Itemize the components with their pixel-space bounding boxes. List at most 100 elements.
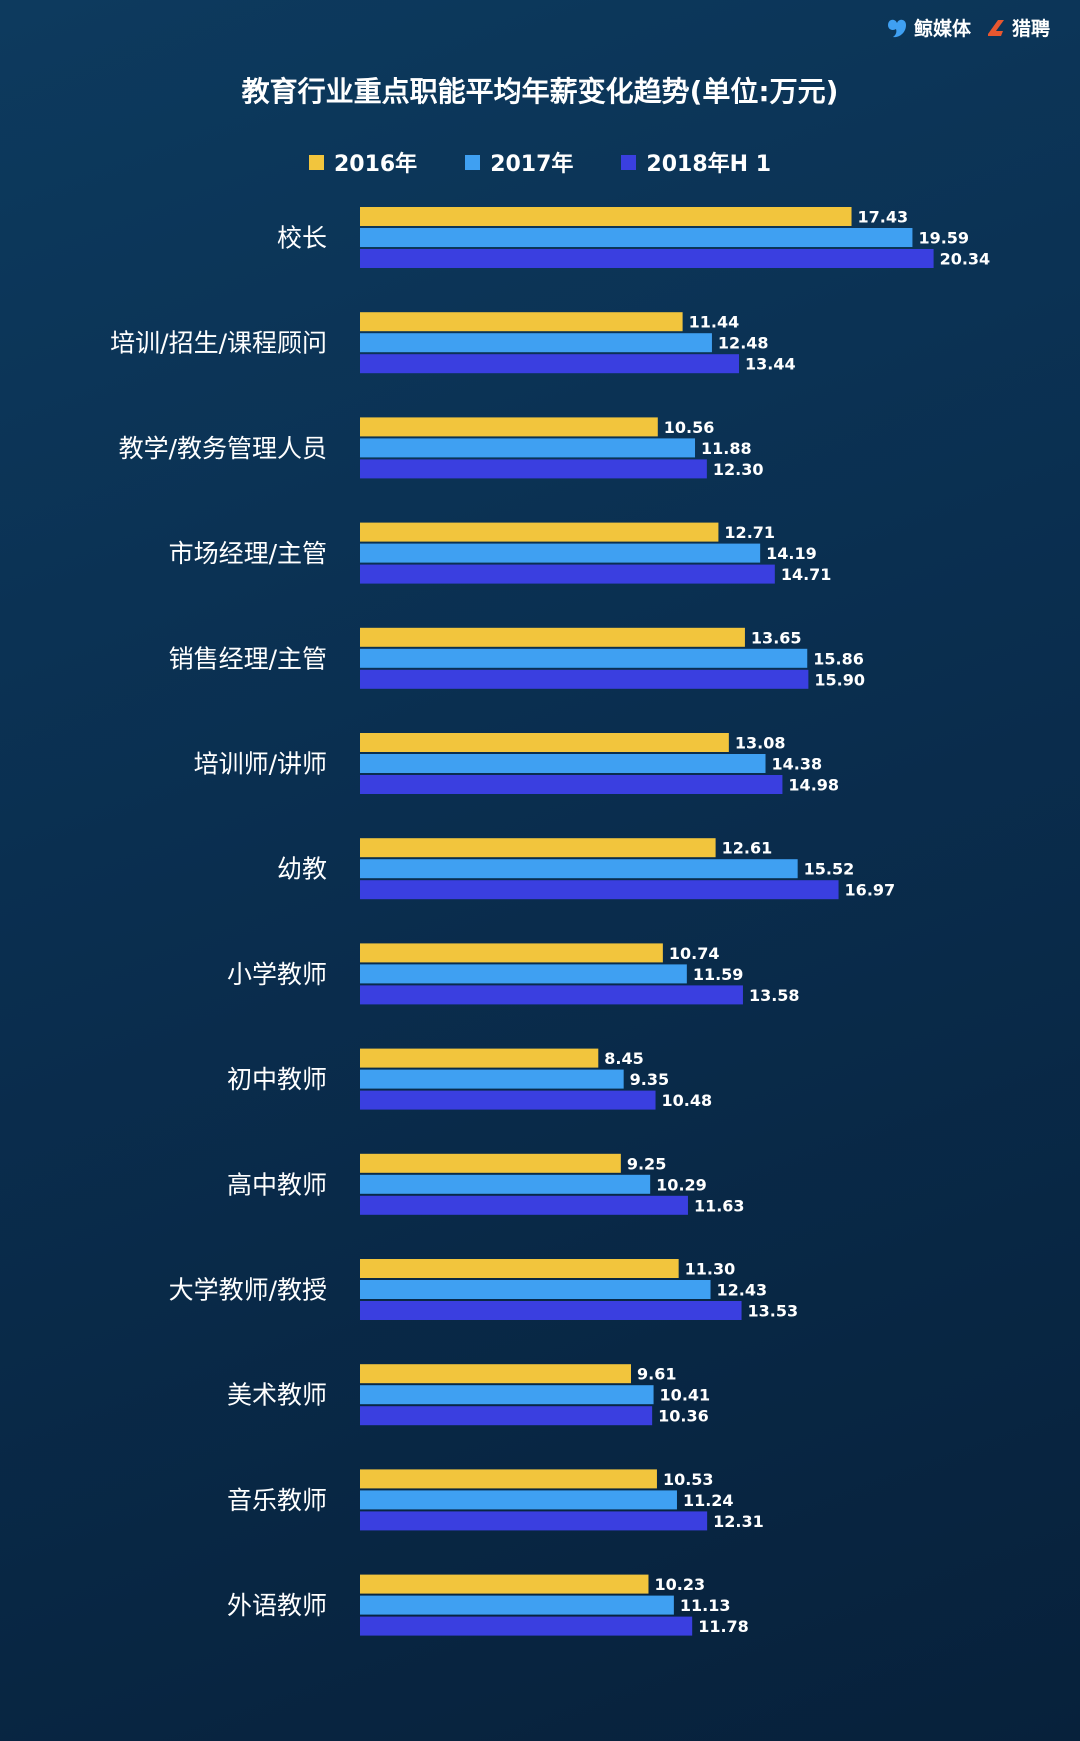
category-label: 高中教师: [227, 1170, 327, 1199]
legend-label-2016: 2016年: [333, 152, 418, 177]
bar: [360, 838, 716, 858]
bar: [360, 1511, 708, 1531]
category-label: 教学/教务管理人员: [119, 434, 327, 463]
bar-value-label: 17.43: [858, 208, 909, 227]
bar: [360, 669, 809, 689]
bar-value-label: 14.98: [788, 776, 839, 795]
bar: [360, 1048, 599, 1068]
bar: [360, 1595, 674, 1615]
category-label: 美术教师: [227, 1381, 327, 1410]
brand1-logo: 鲸媒体: [885, 14, 971, 41]
category-label: 幼教: [277, 855, 327, 884]
bar: [360, 985, 743, 1005]
brand1-name: 鲸媒体: [913, 18, 971, 40]
bar: [360, 648, 808, 668]
bar: [360, 1069, 624, 1089]
bar-value-label: 11.88: [701, 439, 752, 458]
bar: [360, 627, 745, 647]
category-label: 外语教师: [227, 1591, 327, 1620]
bar-value-label: 8.45: [604, 1049, 643, 1068]
bar: [360, 1174, 651, 1194]
category-label: 市场经理/主管: [169, 539, 327, 568]
legend-item-2016: 2016年: [308, 146, 418, 178]
bar: [360, 249, 934, 268]
bar: [360, 459, 707, 479]
legend-item-2017: 2017年: [465, 146, 573, 178]
bar: [360, 964, 687, 984]
bar-value-label: 10.29: [656, 1175, 707, 1194]
legend-label-2017: 2017年: [490, 152, 574, 177]
category-label: 校长: [277, 224, 327, 253]
bar-value-label: 14.38: [772, 755, 823, 774]
bar-value-label: 12.30: [713, 460, 764, 479]
bar: [360, 943, 663, 963]
bar: [360, 1301, 742, 1320]
bar-value-label: 11.24: [683, 1491, 734, 1510]
bar-value-label: 12.61: [722, 839, 773, 858]
legend-swatch-2018h1: [621, 154, 637, 170]
bar: [360, 859, 798, 879]
bar-value-label: 13.65: [751, 628, 802, 647]
bar: [360, 207, 852, 226]
bar-value-label: 9.25: [627, 1154, 666, 1173]
whale-icon: [887, 19, 906, 37]
bar-value-label: 10.36: [658, 1407, 709, 1426]
bar-value-label: 10.53: [663, 1470, 714, 1489]
bar: [360, 1259, 679, 1278]
bar: [360, 228, 913, 247]
bar: [360, 564, 775, 584]
brand2-logo: 猎聘: [985, 14, 1050, 41]
bar: [360, 1385, 654, 1405]
bar-value-label: 10.56: [664, 418, 715, 437]
bar: [360, 1406, 653, 1426]
bar: [360, 1616, 693, 1636]
bar: [360, 312, 683, 332]
bar-value-label: 20.34: [940, 250, 991, 269]
brand-logos: 鲸媒体 猎聘: [885, 14, 1050, 41]
bar-value-label: 14.71: [781, 565, 832, 584]
bar: [360, 1195, 688, 1215]
bar-value-label: 12.48: [718, 334, 769, 353]
bar-value-label: 12.71: [724, 523, 775, 542]
category-label: 销售经理/主管: [169, 644, 327, 673]
legend-item-2018h1: 2018年H 1: [621, 146, 771, 178]
chart-legend: 2016年 2017年 2018年H 1: [0, 146, 1080, 178]
category-label: 小学教师: [227, 960, 327, 989]
chart-title: 教育行业重点职能平均年薪变化趋势(单位:万元): [241, 75, 839, 108]
bar-value-label: 12.43: [717, 1281, 768, 1300]
bar: [360, 1153, 621, 1173]
bar: [360, 1280, 711, 1299]
bar-value-label: 11.30: [685, 1260, 736, 1279]
bar: [360, 775, 783, 794]
category-label: 培训师/讲师: [194, 750, 327, 779]
bar: [360, 1364, 632, 1384]
legend-swatch-2016: [308, 154, 324, 170]
bar-value-label: 13.58: [749, 986, 800, 1005]
bar: [360, 522, 719, 542]
category-label: 大学教师/教授: [169, 1276, 327, 1305]
bar-value-label: 10.41: [660, 1386, 711, 1405]
bar: [360, 880, 839, 900]
bar: [360, 754, 766, 773]
liepin-icon: [987, 19, 1004, 36]
legend-swatch-2017: [465, 154, 481, 170]
bar-value-label: 12.31: [713, 1512, 764, 1531]
category-label: 初中教师: [227, 1065, 327, 1094]
legend-label-2018h1: 2018年H 1: [646, 152, 772, 177]
bar-value-label: 10.74: [669, 944, 720, 963]
category-label: 培训/招生/课程顾问: [110, 329, 327, 358]
bar-value-label: 9.61: [637, 1365, 676, 1384]
bar-value-label: 15.52: [804, 860, 855, 879]
bar-value-label: 10.23: [654, 1575, 705, 1594]
bar-value-label: 13.53: [748, 1302, 799, 1321]
bar: [360, 1090, 656, 1110]
category-label: 音乐教师: [227, 1486, 327, 1515]
bar-value-label: 13.08: [735, 734, 786, 753]
bar-value-label: 11.78: [698, 1617, 749, 1636]
bar-value-label: 11.44: [689, 313, 740, 332]
bar: [360, 354, 740, 374]
brand2-name: 猎聘: [1011, 18, 1050, 40]
bar-value-label: 11.13: [680, 1596, 731, 1615]
bar: [360, 333, 712, 353]
